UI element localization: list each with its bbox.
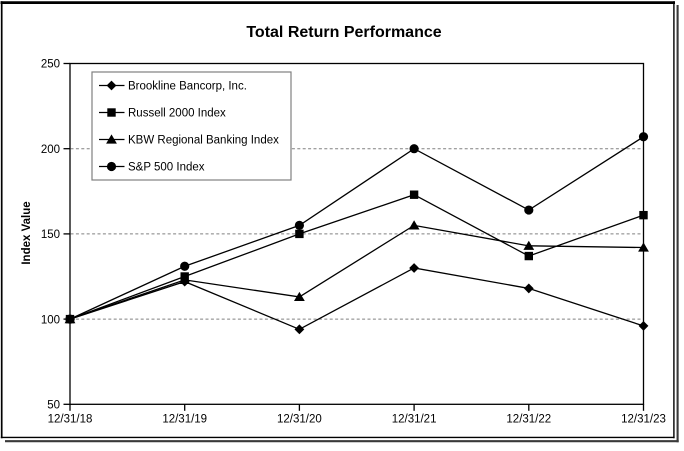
series-marker-3-3 (409, 144, 419, 154)
x-tick-label-4: 12/31/22 (506, 413, 551, 425)
series-marker-3-1 (180, 261, 190, 271)
x-tick-label-2: 12/31/20 (277, 413, 322, 425)
series-marker-1-4 (524, 251, 533, 261)
legend-item-3: S&P 500 Index (99, 162, 205, 174)
series-marker-2-2 (294, 291, 305, 302)
series-marker-1-3 (409, 190, 419, 199)
legend: Brookline Bancorp, Inc. Russell 2000 Inde… (91, 71, 292, 181)
y-tick-label-50: 50 (47, 400, 60, 412)
legend-marker-diamond (106, 80, 117, 91)
x-tick-label-5: 12/31/23 (621, 413, 666, 425)
series-marker-1-2 (295, 229, 304, 239)
series-diamond (65, 263, 649, 335)
series-marker-1-5 (639, 210, 648, 220)
legend-item-1: Russell 2000 Index (99, 108, 226, 120)
series-line-1 (69, 194, 644, 320)
series-marker-2-5 (638, 242, 649, 252)
chart-frame (0, 1, 679, 443)
y-tick-label-150: 150 (41, 229, 60, 241)
legend-item-2: KBW Regional Banking Index (99, 134, 279, 147)
x-tick-label-1: 12/31/19 (162, 413, 207, 425)
series-marker-3-5 (638, 132, 649, 142)
series-line-3 (69, 136, 644, 320)
legend-box (91, 71, 292, 181)
y-tick-label-200: 200 (41, 144, 60, 156)
series-circle (65, 132, 649, 324)
chart-title: Total Return Performance (246, 24, 441, 41)
y-tick-label-250: 250 (41, 59, 60, 71)
legend-label-3: S&P 500 Index (128, 162, 205, 174)
y-tick-label-100: 100 (41, 314, 60, 326)
series-marker-3-2 (294, 220, 304, 230)
series-marker-2-4 (523, 240, 535, 250)
series-marker-2-3 (408, 220, 420, 230)
series-marker-0-3 (409, 263, 419, 273)
x-tick-label-3: 12/31/21 (392, 413, 437, 425)
legend-label-1: Russell 2000 Index (128, 108, 226, 120)
x-tick-label-0: 12/31/18 (48, 413, 93, 425)
legend-label-0: Brookline Bancorp, Inc. (128, 81, 247, 93)
legend-marker-triangle (106, 134, 117, 144)
series-line-0 (69, 267, 644, 331)
series-marker-0-4 (523, 283, 534, 294)
legend-item-0: Brookline Bancorp, Inc. (99, 80, 247, 93)
series-marker-0-2 (294, 324, 305, 335)
series-marker-3-0 (65, 314, 75, 324)
series-marker-0-5 (638, 321, 649, 331)
series-marker-2-1 (179, 274, 191, 285)
y-axis-title: Index Value (21, 201, 33, 264)
series-line-2 (69, 224, 644, 320)
series-marker-3-4 (524, 205, 534, 215)
legend-label-2: KBW Regional Banking Index (128, 135, 279, 147)
legend-marker-square (107, 108, 116, 117)
legend-marker-circle (106, 161, 117, 172)
